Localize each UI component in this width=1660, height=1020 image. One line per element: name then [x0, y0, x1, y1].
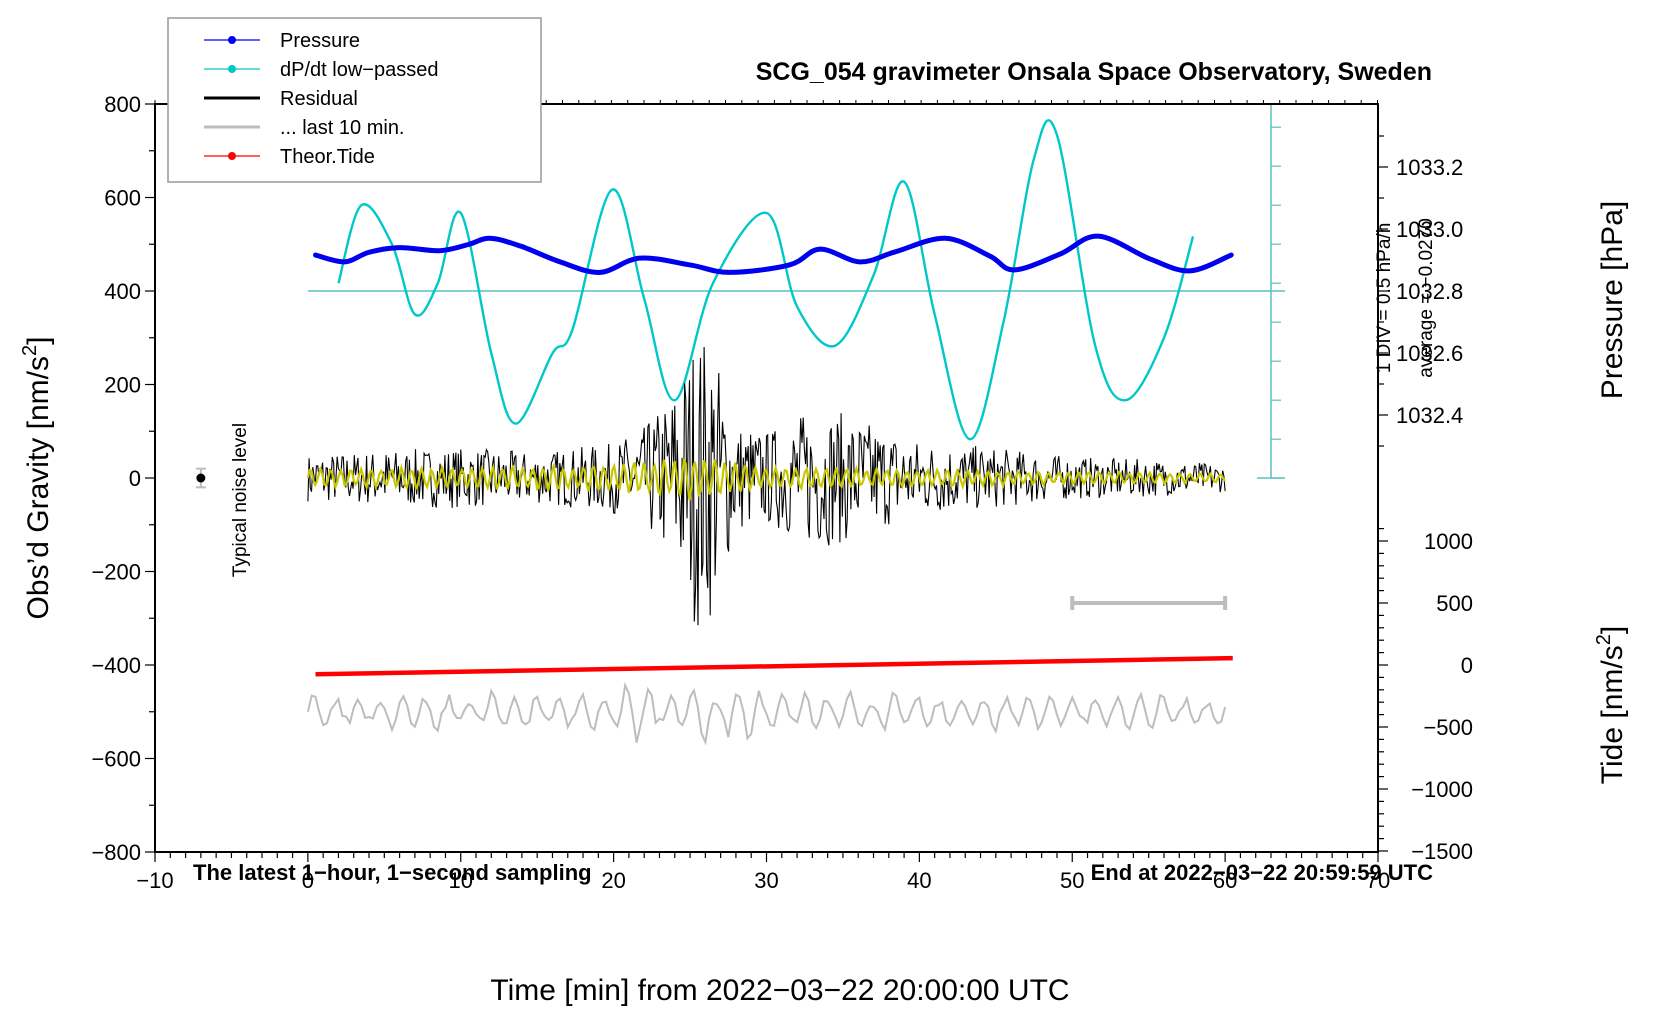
- y-right-tide-title: Tide [nm/s2]: [1593, 626, 1629, 784]
- y-pressure-tick-label: 1032.4: [1396, 403, 1463, 428]
- y-pressure-tick-label: 1033.2: [1396, 155, 1463, 180]
- tide-line: [315, 655, 1233, 677]
- y-left-tick-label: 0: [129, 466, 141, 491]
- legend-swatch-dot: [228, 152, 236, 160]
- legend-label: dP/dt low−passed: [280, 59, 438, 81]
- y-left-tick-label: −400: [91, 653, 141, 678]
- x-tick-label: 40: [907, 868, 931, 893]
- subtitle-left: The latest 1−hour, 1−second sampling: [193, 860, 592, 885]
- y-tide-tick-label: 500: [1436, 591, 1473, 616]
- dpdt-line: [337, 119, 1195, 441]
- x-tick-label: 30: [754, 868, 778, 893]
- x-tick-label: 50: [1060, 868, 1084, 893]
- residual-smoothed-line: [306, 458, 1226, 501]
- legend-label: Residual: [280, 88, 358, 110]
- legend-swatch-dot: [228, 65, 236, 73]
- y-tide-tick-label: 0: [1461, 653, 1473, 678]
- y-pressure-tick-label: 1032.8: [1396, 279, 1463, 304]
- x-tick-label: 10: [449, 868, 473, 893]
- chart-title: SCG_054 gravimeter Onsala Space Observat…: [756, 58, 1432, 86]
- legend-label: Pressure: [280, 30, 360, 52]
- noise-level-label: Typical noise level: [230, 423, 251, 577]
- y-left-tick-label: −600: [91, 747, 141, 772]
- y-left-tick-label: 400: [104, 279, 141, 304]
- y-right-pressure-title: Pressure [hPa]: [1596, 201, 1629, 399]
- legend: Pressure dP/dt low−passed Residual ... last…: [167, 17, 542, 183]
- x-tick-label: 0: [302, 868, 314, 893]
- dpdt-average-label: average = −0.0270: [1416, 218, 1437, 378]
- legend-label: Theor.Tide: [280, 146, 375, 168]
- y-tide-tick-label: −1000: [1411, 777, 1473, 802]
- y-left-axis-title: Obs’d Gravity [nm/s2]: [19, 337, 55, 620]
- x-axis-title: Time [min] from 2022−03−22 20:00:00 UTC: [490, 974, 1069, 1007]
- subtitle-right: End at 2022−03−22 20:59:59 UTC: [1091, 860, 1434, 885]
- x-tick-label: 20: [601, 868, 625, 893]
- legend-label: ... last 10 min.: [280, 117, 405, 139]
- y-left-tick-label: −200: [91, 560, 141, 585]
- y-tide-tick-label: 1000: [1424, 529, 1473, 554]
- x-tick-label: 70: [1366, 868, 1390, 893]
- last-10-min-line: [306, 681, 1227, 746]
- y-left-tick-label: −800: [91, 840, 141, 865]
- y-tide-tick-label: −500: [1423, 715, 1473, 740]
- y-left-tick-label: 600: [104, 186, 141, 211]
- legend-entries: Pressure dP/dt low−passed Residual ... last…: [204, 30, 438, 168]
- dpdt-scale-label: 1 DIV = 0.5 hPa/h: [1374, 223, 1395, 374]
- y-left-tick-label: 800: [104, 92, 141, 117]
- y-pressure-tick-label: 1033.0: [1396, 217, 1463, 242]
- y-left-tick-label: 200: [104, 373, 141, 398]
- x-tick-label: 60: [1213, 868, 1237, 893]
- x-tick-label: −10: [136, 868, 173, 893]
- y-tide-tick-label: −1500: [1411, 839, 1473, 864]
- series-layer: [195, 104, 1285, 746]
- y-pressure-tick-label: 1032.6: [1396, 341, 1463, 366]
- residual-line: [307, 346, 1226, 626]
- legend-swatch-dot: [228, 36, 236, 44]
- noise-marker-dot: [196, 473, 206, 483]
- pressure-line: [313, 233, 1234, 275]
